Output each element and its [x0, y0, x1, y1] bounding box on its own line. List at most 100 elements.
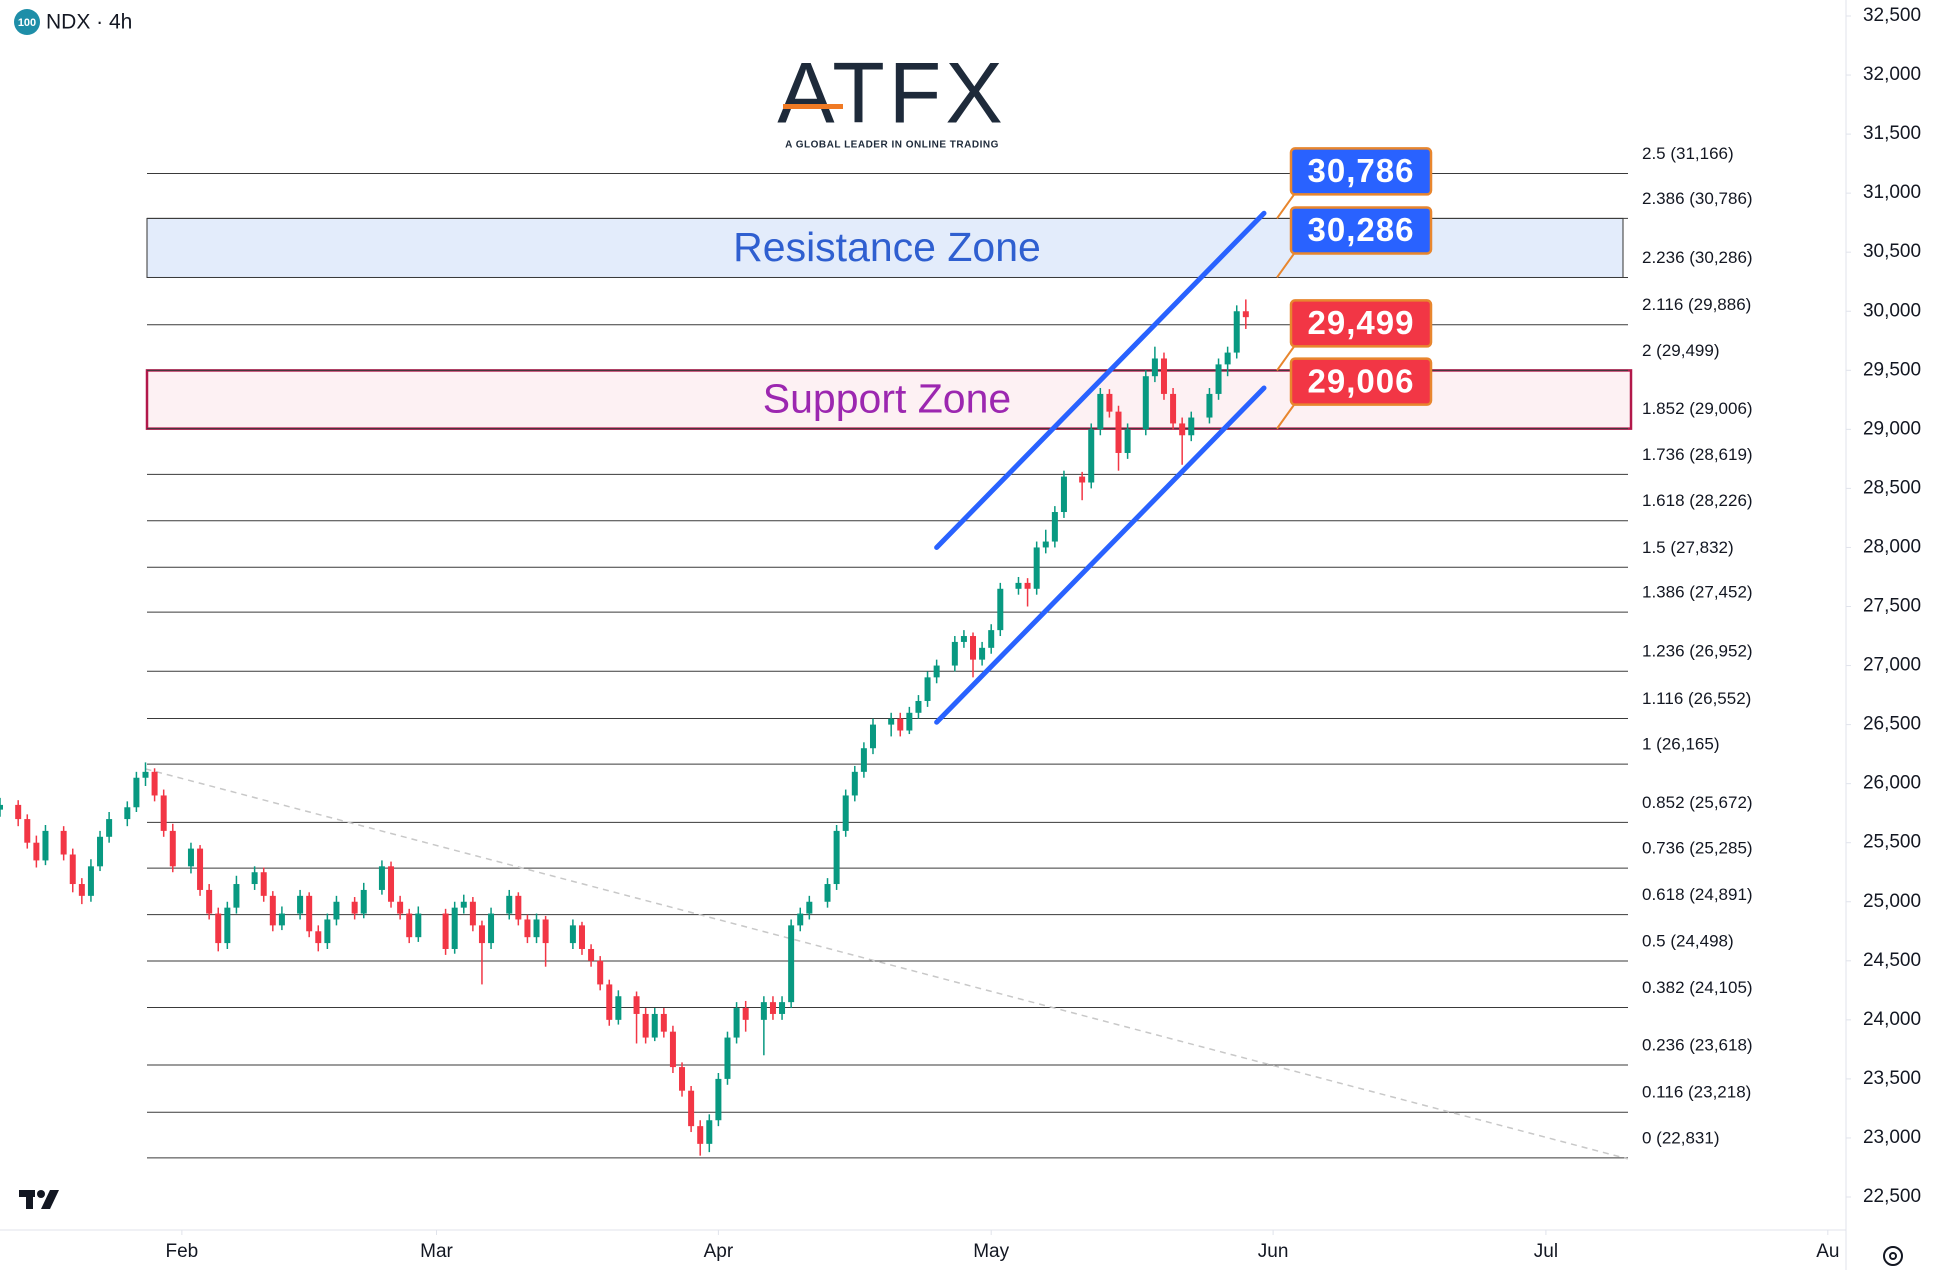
candle-body: [1106, 393, 1113, 412]
candle-body: [960, 636, 967, 642]
candle-body: [1051, 512, 1058, 542]
candle-body: [788, 925, 795, 1003]
candle-body: [360, 889, 367, 914]
candle-body: [578, 925, 585, 949]
overlay-layer: 2.5 (31,166) 2.386 (30,786) 2.236 (30,286)…: [733, 144, 1752, 1147]
candle-body: [478, 925, 485, 944]
candle-body: [1115, 411, 1122, 453]
fib-level-label: 0.618 (24,891): [1642, 885, 1753, 904]
candle-body: [779, 1002, 786, 1014]
candle-body: [1142, 376, 1149, 430]
y-tick-label: 23,000: [1863, 1127, 1921, 1148]
candle-body: [569, 925, 576, 944]
y-tick-label: 26,500: [1863, 714, 1921, 735]
candle-body: [15, 804, 22, 820]
price-tag-label: 30,786: [1308, 152, 1415, 189]
candle-body: [106, 819, 113, 837]
candle-body: [524, 919, 531, 938]
grid-layer: [181, 15, 1851, 1235]
candle-body: [197, 848, 204, 890]
candle-body: [597, 960, 604, 985]
candle-body: [297, 895, 304, 914]
fib-level-label: 1.618 (28,226): [1642, 491, 1753, 510]
candle-body: [951, 641, 958, 666]
channel-line: [934, 385, 1267, 725]
candle-body: [60, 830, 67, 855]
y-tick-label: 30,000: [1863, 300, 1921, 321]
candle-body: [697, 1126, 704, 1144]
x-tick-label: May: [973, 1241, 1009, 1262]
candle-body: [988, 630, 995, 648]
y-tick-label: 22,500: [1863, 1186, 1921, 1207]
y-tick-label: 23,500: [1863, 1068, 1921, 1089]
chart-title[interactable]: NDX · 4h: [46, 11, 132, 34]
fib-level-label: 0.116 (23,218): [1642, 1083, 1751, 1102]
candle-body: [1015, 582, 1022, 589]
candle-body: [806, 901, 813, 914]
candle-body: [542, 919, 549, 944]
candle-body: [215, 913, 222, 944]
candles-layer: [0, 299, 1249, 1156]
candle-body: [615, 996, 622, 1020]
logo: ATFX: [777, 46, 1006, 142]
candle-body: [160, 795, 167, 831]
candle-body: [87, 866, 94, 896]
candle-body: [924, 677, 931, 701]
candle-body: [315, 931, 322, 944]
candle-body: [860, 748, 867, 772]
fib-level-label: 2 (29,499): [1642, 341, 1720, 360]
candle-body: [1206, 393, 1213, 418]
fib-level-label: 0 (22,831): [1642, 1128, 1720, 1147]
candle-body: [0, 804, 3, 810]
fib-level-label: 2.386 (30,786): [1642, 189, 1753, 208]
candle-body: [224, 907, 231, 944]
candle-body: [1124, 429, 1131, 453]
candle-body: [533, 919, 540, 938]
candle-body: [42, 830, 49, 861]
price-tag-label: 29,499: [1308, 304, 1415, 341]
candle-body: [897, 718, 904, 731]
x-tick-label: Jul: [1534, 1241, 1558, 1262]
candle-body: [888, 718, 895, 725]
candle-body: [606, 984, 613, 1020]
candle-body: [1170, 393, 1177, 424]
settings-button[interactable]: [1883, 1246, 1903, 1266]
fib-level-label: 0.382 (24,105): [1642, 978, 1753, 997]
candle-body: [1160, 358, 1167, 394]
y-tick-label: 29,000: [1863, 418, 1921, 439]
y-tick-label: 28,000: [1863, 536, 1921, 557]
candle-body: [1042, 541, 1049, 548]
gear-ring: [1883, 1246, 1903, 1266]
candle-body: [642, 1013, 649, 1038]
fib-level-label: 2.5 (31,166): [1642, 144, 1734, 163]
x-tick-label: Jun: [1258, 1241, 1289, 1262]
fib-level-label: 0.852 (25,672): [1642, 793, 1753, 812]
price-tag-box: [1289, 206, 1433, 255]
candle-body: [706, 1120, 713, 1144]
channel-line: [934, 210, 1267, 550]
tradingview-logo[interactable]: [19, 1190, 59, 1209]
candle-body: [133, 777, 140, 808]
y-tick-label: 31,000: [1863, 182, 1921, 203]
candle-body: [660, 1013, 667, 1032]
price-tag-label: 29,006: [1308, 362, 1415, 399]
candle-body: [1242, 311, 1249, 318]
fib-level-label: 0.5 (24,498): [1642, 932, 1734, 951]
candle-body: [406, 913, 413, 938]
candle-body: [169, 830, 176, 867]
candle-body: [797, 913, 804, 926]
candle-body: [588, 948, 595, 961]
x-tick-label: Apr: [704, 1241, 734, 1262]
candle-body: [688, 1090, 695, 1127]
y-tick-label: 24,500: [1863, 950, 1921, 971]
y-tick-label: 27,000: [1863, 655, 1921, 676]
candle-body: [251, 872, 258, 885]
y-tick-label: 31,500: [1863, 123, 1921, 144]
fib-level-label: 1.852 (29,006): [1642, 399, 1753, 418]
fib-level-label: 1.386 (27,452): [1642, 583, 1753, 602]
candle-body: [1033, 547, 1040, 589]
candle-body: [506, 895, 513, 914]
candle-body: [324, 919, 331, 944]
